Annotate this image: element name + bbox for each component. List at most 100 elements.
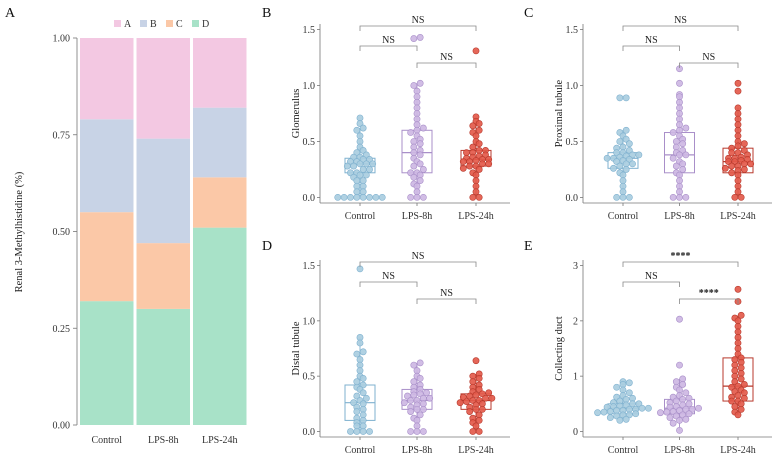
x-tick-label: Control [91, 435, 122, 446]
data-point [638, 404, 646, 412]
data-point [629, 160, 636, 168]
data-point [463, 149, 470, 157]
data-point [679, 140, 687, 148]
box-dot-chart-c: 0.0 0.5 1.0 1.5 Proximal tubule Control LPS-8h… [554, 15, 772, 222]
data-point [347, 428, 354, 435]
data-point [737, 311, 745, 319]
data-point [625, 389, 633, 397]
x-tick-label: LPS-24h [202, 435, 238, 446]
data-point [485, 160, 493, 168]
data-point [740, 160, 748, 168]
data-point [731, 194, 739, 201]
data-point [622, 160, 630, 168]
data-point [350, 162, 358, 170]
data-point [682, 389, 690, 397]
data-point [419, 166, 427, 173]
data-point [472, 171, 480, 179]
data-point [353, 126, 361, 134]
data-point [676, 361, 683, 369]
data-point [603, 154, 611, 162]
legend-swatch-b [140, 20, 147, 27]
data-point [632, 410, 640, 418]
data-point [413, 87, 421, 95]
data-point [485, 389, 493, 397]
data-point [606, 414, 614, 422]
data-point [734, 121, 742, 129]
data-point [645, 404, 652, 412]
data-point [334, 194, 342, 201]
x-tick-label: LPS-24h [458, 445, 494, 456]
bar-segment-c [80, 212, 134, 302]
data-point [676, 110, 683, 117]
panel-label-e: E [524, 239, 533, 254]
data-point [728, 397, 736, 405]
data-point [419, 405, 427, 413]
data-point [359, 389, 367, 397]
data-point [459, 158, 467, 166]
data-point [676, 171, 683, 179]
data-point [416, 374, 424, 382]
x-tick-label: LPS-8h [664, 211, 695, 222]
data-point [679, 381, 687, 388]
data-point [456, 399, 464, 407]
data-point [340, 194, 348, 201]
x-tick-label: Control [345, 211, 376, 222]
y-axis-label: Proximal tubule [554, 79, 565, 147]
data-point [594, 409, 601, 417]
data-point [616, 417, 624, 424]
data-point [676, 98, 683, 106]
data-point [472, 177, 480, 185]
y-tick-label: 3 [573, 261, 578, 272]
y-tick-label: 1.5 [303, 25, 316, 36]
data-point [676, 194, 683, 201]
data-point [416, 177, 424, 185]
data-point [657, 409, 664, 417]
data-point [619, 171, 627, 179]
bar-segment-d [136, 308, 190, 425]
data-point [407, 397, 415, 404]
significance-label: **** [671, 251, 691, 262]
data-point [359, 428, 367, 435]
data-point [416, 140, 424, 148]
data-point [356, 160, 364, 168]
y-tick-label: 0.5 [303, 137, 316, 148]
y-tick-label: 1.5 [566, 25, 579, 36]
data-point [469, 428, 477, 435]
data-point [625, 379, 633, 387]
data-point [666, 414, 674, 422]
data-point [740, 381, 748, 388]
data-point [734, 285, 742, 293]
data-point [378, 194, 386, 201]
data-point [419, 428, 427, 435]
bar-segment-b [136, 138, 190, 244]
y-tick-label: 0.00 [53, 421, 71, 432]
data-point [734, 182, 742, 190]
y-tick-label: 1.0 [566, 81, 579, 92]
data-point [488, 394, 496, 402]
data-point [737, 405, 745, 413]
significance-bracket [622, 261, 739, 267]
y-tick-label: 0.75 [53, 130, 71, 141]
data-point [622, 126, 630, 134]
data-point [410, 391, 418, 399]
data-point [356, 171, 364, 179]
box-dot-chart-d: 0.0 0.5 1.0 1.5 Distal tubule Control LPS-8h LP… [291, 251, 510, 456]
data-point [482, 394, 489, 402]
data-point [413, 182, 421, 190]
y-axis-label: Collecting duct [554, 316, 565, 381]
data-point [635, 151, 643, 159]
data-point [747, 160, 755, 168]
legend-label: D [202, 19, 209, 30]
x-tick-label: LPS-8h [402, 445, 433, 456]
data-point [672, 162, 680, 170]
data-point [410, 35, 418, 42]
data-point [366, 194, 373, 201]
data-point [410, 162, 418, 170]
data-point [669, 194, 677, 201]
data-point [676, 315, 683, 323]
data-point [472, 391, 480, 399]
data-point [734, 411, 742, 419]
y-tick-label: 1.00 [53, 34, 71, 45]
data-point [413, 194, 421, 201]
data-point [619, 194, 627, 201]
